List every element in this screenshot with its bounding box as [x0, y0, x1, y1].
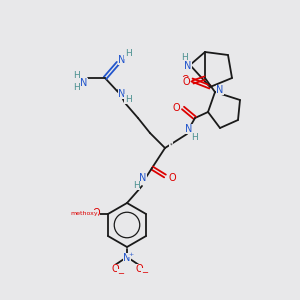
Text: N: N	[118, 89, 126, 99]
Text: H: H	[124, 94, 131, 103]
Text: *: *	[169, 142, 172, 148]
Text: H: H	[181, 53, 188, 62]
Text: O: O	[168, 173, 176, 183]
Text: H: H	[124, 50, 131, 58]
Text: N: N	[185, 124, 193, 134]
Text: +: +	[128, 251, 134, 256]
Text: H: H	[192, 133, 198, 142]
Text: H: H	[133, 181, 140, 190]
Text: −: −	[142, 268, 148, 278]
Text: methoxy: methoxy	[70, 211, 98, 215]
Text: −: −	[118, 269, 124, 278]
Text: N: N	[123, 253, 131, 263]
Text: O: O	[182, 77, 190, 87]
Text: N: N	[139, 173, 147, 183]
Text: H: H	[73, 83, 80, 92]
Text: N: N	[118, 55, 126, 65]
Text: H: H	[73, 71, 80, 80]
Text: O: O	[111, 264, 119, 274]
Text: N: N	[216, 85, 224, 95]
Text: N: N	[80, 78, 88, 88]
Text: O: O	[172, 103, 180, 113]
Text: O: O	[135, 264, 143, 274]
Text: O: O	[181, 75, 189, 85]
Text: N: N	[184, 61, 192, 71]
Text: O: O	[92, 208, 100, 218]
